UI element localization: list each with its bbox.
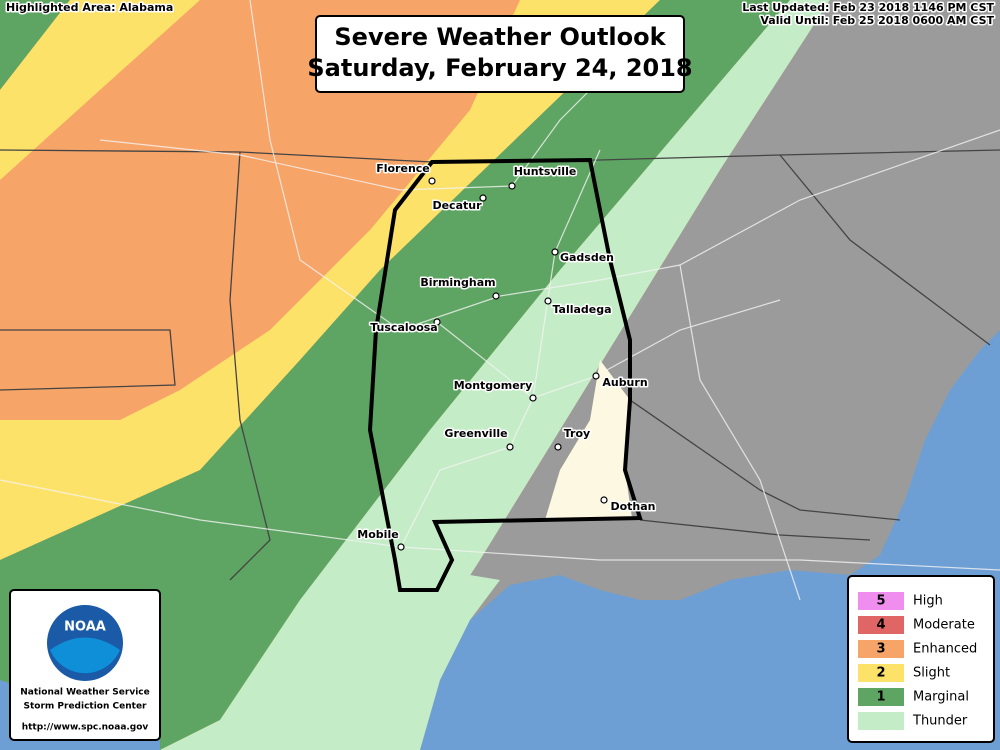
logo-url[interactable]: http://www.spc.noaa.gov (22, 723, 149, 733)
city-label: Troy (564, 427, 590, 440)
city-label: Gadsden (560, 251, 614, 264)
no-risk-alabama (545, 360, 632, 520)
city-dot (529, 394, 537, 402)
subtitle: Saturday, February 24, 2018 (307, 54, 692, 82)
city-dot (592, 372, 600, 380)
legend-label: Enhanced (913, 642, 977, 657)
thunder-band (160, 0, 830, 750)
logo-line1: National Weather Service (20, 688, 149, 698)
cities: Florence Huntsville Decatur Gadsden Birmingh… (356, 161, 657, 551)
city-label: Birmingham (420, 276, 495, 289)
city-label: Dothan (610, 500, 655, 513)
alabama-outline (367, 157, 643, 592)
city-label: Montgomery (454, 379, 533, 392)
city-label: Huntsville (514, 165, 577, 178)
logo-line2: Storm Prediction Center (24, 702, 148, 712)
city-label: Decatur (432, 199, 482, 212)
last-updated: Last Updated: Feb 23 2018 1146 PM CST (742, 1, 994, 14)
city-label: Talladega (552, 303, 611, 316)
legend-swatch (858, 688, 904, 706)
city-dot (428, 177, 436, 185)
legend-swatch (858, 712, 904, 730)
city-label: Tuscaloosa (370, 321, 437, 334)
city-dot (544, 297, 552, 305)
marginal-band (0, 0, 790, 750)
legend-level: 3 (876, 642, 885, 657)
city-dot (397, 543, 405, 551)
valid-until: Valid Until: Feb 25 2018 0600 AM CST (760, 14, 994, 27)
city-dot (600, 496, 608, 504)
highlighted-area: Highlighted Area: Alabama (6, 1, 173, 14)
legend-level: 5 (876, 594, 885, 609)
legend-label: Moderate (913, 618, 975, 633)
legend-level: 1 (876, 690, 885, 705)
title: Severe Weather Outlook (334, 23, 666, 51)
legend-swatch (858, 640, 904, 658)
city-dot (551, 248, 559, 256)
city-label: Auburn (602, 376, 647, 389)
city-dot (554, 443, 562, 451)
slight-corner (0, 0, 200, 180)
legend-swatch (858, 664, 904, 682)
city-label: Greenville (444, 427, 507, 440)
city-dot (433, 318, 441, 326)
legend-label: High (913, 594, 943, 609)
city-label: Florence (376, 162, 430, 175)
gulf-thunder (215, 575, 500, 750)
city-dot (506, 443, 514, 451)
legend-swatch (858, 616, 904, 634)
city-dot (479, 194, 487, 202)
legend-label: Thunder (912, 714, 968, 729)
city-label: Mobile (357, 528, 398, 541)
city-dot (492, 292, 500, 300)
slight-band (0, 0, 660, 560)
legend-label: Slight (913, 666, 950, 681)
legend: 5 High 4 Moderate 3 Enhanced 2 Slight 1 Marginal T… (858, 592, 977, 730)
legend-swatch (858, 592, 904, 610)
city-dot (508, 182, 516, 190)
legend-label: Marginal (913, 690, 969, 705)
legend-level: 2 (876, 666, 885, 681)
title-box (315, 15, 685, 93)
noaa-wave (50, 637, 120, 674)
legend-level: 4 (876, 618, 885, 633)
noaa-text: NOAA (64, 620, 106, 635)
